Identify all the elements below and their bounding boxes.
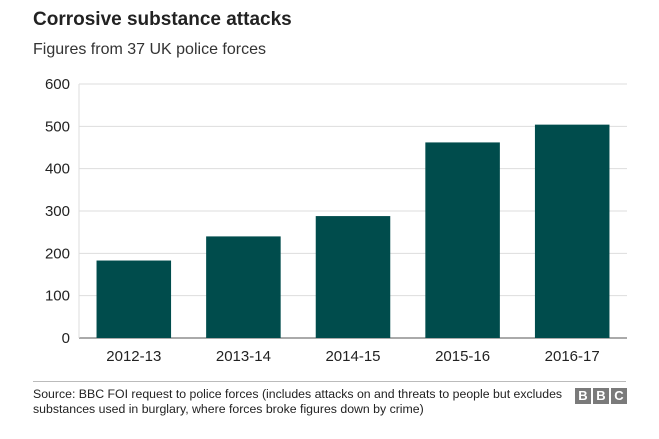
bar-2016-17 — [534, 124, 610, 338]
y-tick-label: 100 — [45, 288, 70, 305]
bbc-logo: B B C — [575, 388, 627, 404]
bbc-logo-letter: B — [575, 388, 591, 404]
y-tick-label: 500 — [45, 118, 70, 135]
y-tick-label: 600 — [45, 76, 70, 93]
x-tick-label: 2015-16 — [435, 348, 490, 365]
bbc-logo-letter: C — [611, 388, 627, 404]
y-tick-label: 0 — [62, 330, 70, 347]
source-note: Source: BBC FOI request to police forces… — [33, 387, 563, 416]
bar-2013-14 — [206, 236, 281, 338]
y-tick-label: 200 — [45, 245, 70, 262]
chart-subtitle: Figures from 37 UK police forces — [33, 41, 266, 58]
x-tick-label: 2012-13 — [106, 348, 161, 365]
bar-2012-13 — [96, 260, 172, 338]
footer-divider — [33, 381, 626, 382]
bar-chart: 0 100 200 300 400 500 600 2012-13 2013-14 2014-1… — [45, 76, 627, 365]
y-axis-ticks: 0 100 200 300 400 500 600 — [45, 76, 70, 347]
bars — [96, 124, 610, 338]
bar-2014-15 — [315, 216, 391, 338]
bbc-logo-letter: B — [593, 388, 609, 404]
chart-title: Corrosive substance attacks — [33, 9, 292, 30]
y-tick-label: 300 — [45, 203, 70, 220]
x-tick-label: 2016-17 — [545, 348, 600, 365]
x-tick-label: 2014-15 — [325, 348, 380, 365]
x-axis-ticks: 2012-13 2013-14 2014-15 2015-16 2016-17 — [106, 348, 599, 365]
x-tick-label: 2013-14 — [216, 348, 271, 365]
bar-2015-16 — [425, 142, 500, 338]
y-tick-label: 400 — [45, 161, 70, 178]
